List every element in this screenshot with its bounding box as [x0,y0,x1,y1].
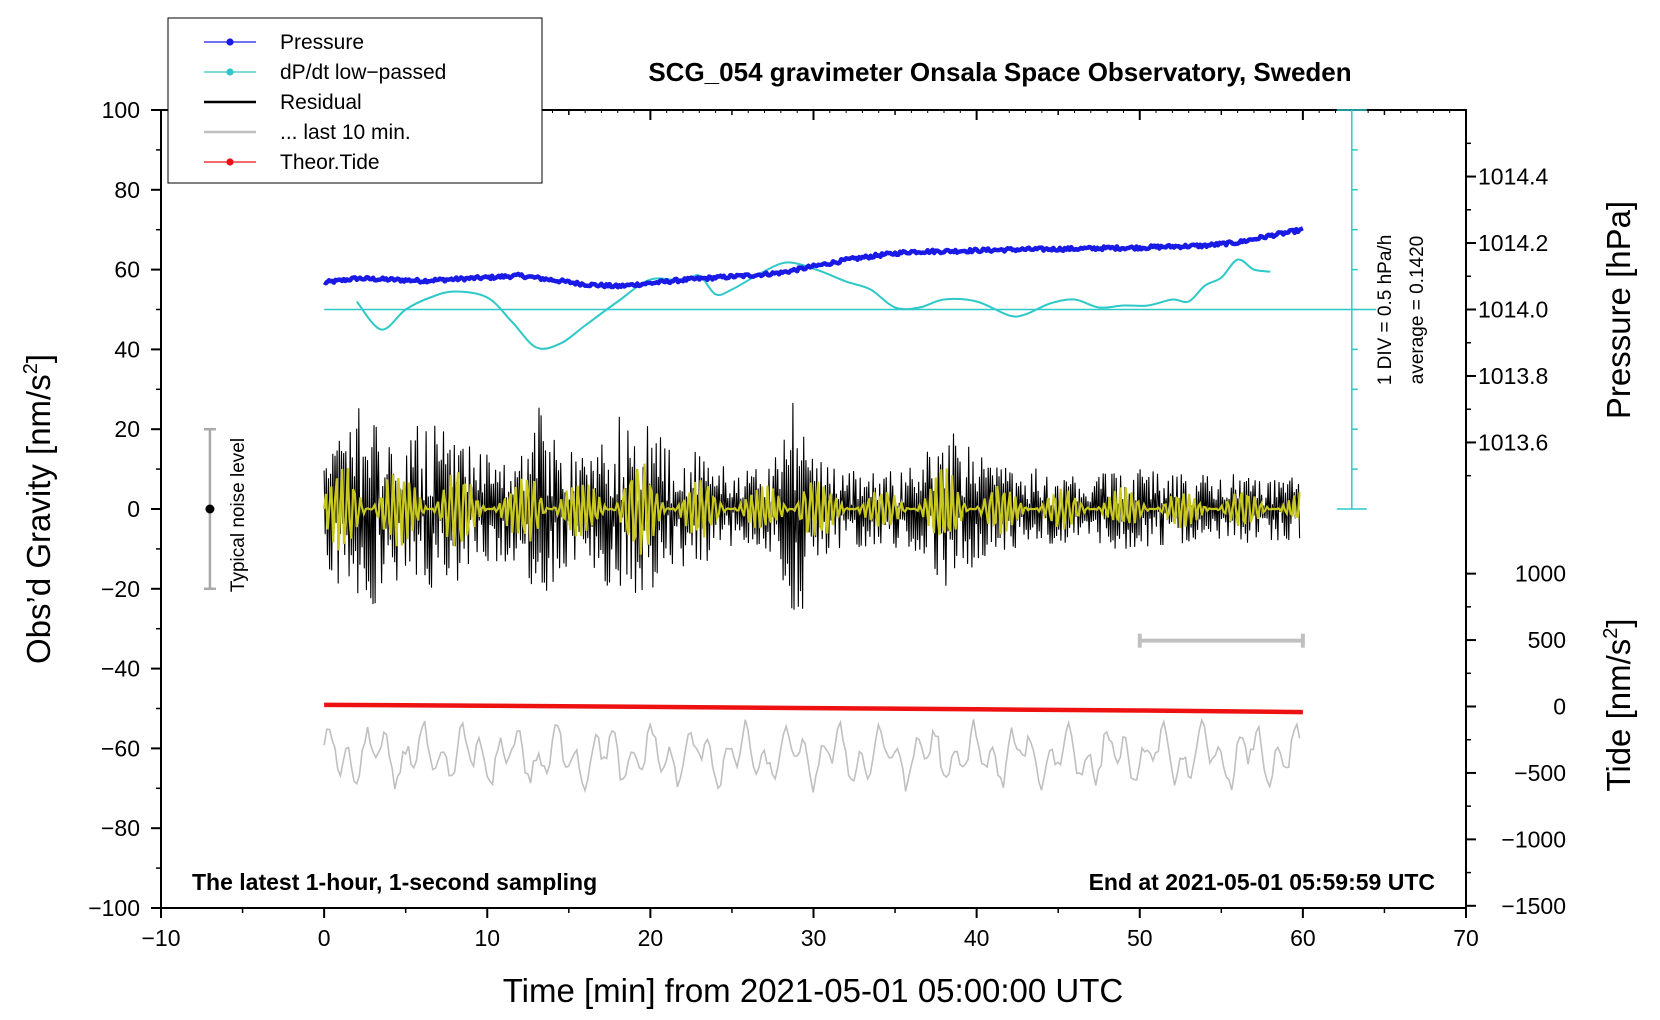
legend-label: Residual [280,91,362,114]
y-tick-label: 100 [102,97,140,123]
x-tick-label: 0 [318,925,331,951]
x-axis: −10 0 10 20 30 40 50 60 70 [141,110,1479,951]
legend: Pressure dP/dt low−passed Residual ... last… [167,17,543,184]
y-axis-title-gravity-main: Obs’d Gravity [nm/s [20,374,57,664]
x-tick-label: 60 [1290,925,1316,951]
x-tick-label: 40 [964,925,990,951]
y-axis-title-pressure: Pressure [hPa] [1600,201,1637,419]
tide-tick-label: −1000 [1501,826,1566,852]
legend-label: ... last 10 min. [280,121,411,144]
x-tick-label: 50 [1127,925,1153,951]
x-tick-label: −10 [141,925,180,951]
y-tick-label: −100 [88,895,140,921]
y-tick-label: 0 [127,496,140,522]
y-tick-label: −20 [101,576,140,602]
y-tick-label: 20 [114,416,140,442]
y-axis-title-gravity: Obs’d Gravity [nm/s2] [20,354,57,664]
chart-title: SCG_054 gravimeter Onsala Space Observat… [648,57,1351,87]
noise-level-label: Typical noise level [228,438,249,592]
y-axis-gravity: 100 80 60 40 20 0 −20 −40 −60 −80 −100 [88,97,161,921]
y-axis-title-gravity-close: ] [20,354,57,363]
x-tick-label: 70 [1453,925,1479,951]
noise-center-dot [205,504,215,514]
pressure-line [322,226,1304,290]
y-axis-title-tide-close: ] [1600,618,1637,627]
last10-line [323,717,1301,794]
footer-right: End at 2021-05-01 05:59:59 UTC [1089,869,1435,895]
y-tick-label: 60 [114,257,140,283]
dpdt-scale-label: 1 DIV = 0.5 hPa/h [1375,235,1396,386]
annotation-layer [203,109,1367,648]
dpdt-line [356,258,1271,350]
tide-tick-label: 1000 [1515,561,1566,587]
y-axis-title-tide-main: Tide [nm/s [1600,639,1637,792]
pressure-tick-label: 1014.4 [1478,164,1549,190]
pressure-tick-label: 1014.2 [1478,230,1548,256]
x-tick-label: 10 [474,925,500,951]
dpdt-average-label: average = 0.1420 [1407,236,1428,384]
tide-tick-label: −1500 [1501,893,1566,919]
y-axis-tide: 1000 500 0 −500 −1000 −1500 [1466,561,1566,919]
y-axis-title-gravity-sup: 2 [20,363,42,374]
footer-left: The latest 1-hour, 1-second sampling [192,869,597,895]
legend-swatch-dot [226,158,234,166]
pressure-tick-label: 1014.0 [1478,297,1548,323]
y-axis-title-tide-sup: 2 [1600,628,1622,639]
residual-lowpassed-line [323,463,1301,555]
legend-label: Theor.Tide [280,151,380,174]
y-tick-label: −40 [101,656,140,682]
tide-tick-label: 500 [1528,627,1566,653]
y-tick-label: 40 [114,336,140,362]
legend-swatch-dot [226,68,234,76]
series-layer [322,226,1377,794]
x-axis-title: Time [min] from 2021-05-01 05:00:00 UTC [503,972,1124,1009]
y-tick-label: −60 [101,735,140,761]
legend-swatch-dot [226,38,234,46]
x-tick-label: 20 [638,925,664,951]
tide-tick-label: 0 [1553,694,1566,720]
y-tick-label: 80 [114,177,140,203]
legend-label: dP/dt low−passed [280,61,446,84]
tide-tick-label: −500 [1514,760,1566,786]
x-tick-label: 30 [801,925,827,951]
y-tick-label: −80 [101,815,140,841]
y-axis-pressure: 1014.4 1014.2 1014.0 1013.8 1013.6 [1466,142,1549,477]
pressure-tick-label: 1013.6 [1478,429,1548,455]
pressure-tick-label: 1013.8 [1478,363,1548,389]
legend-label: Pressure [280,31,364,54]
y-axis-title-tide: Tide [nm/s2] [1600,618,1637,791]
tide-line [324,702,1303,715]
